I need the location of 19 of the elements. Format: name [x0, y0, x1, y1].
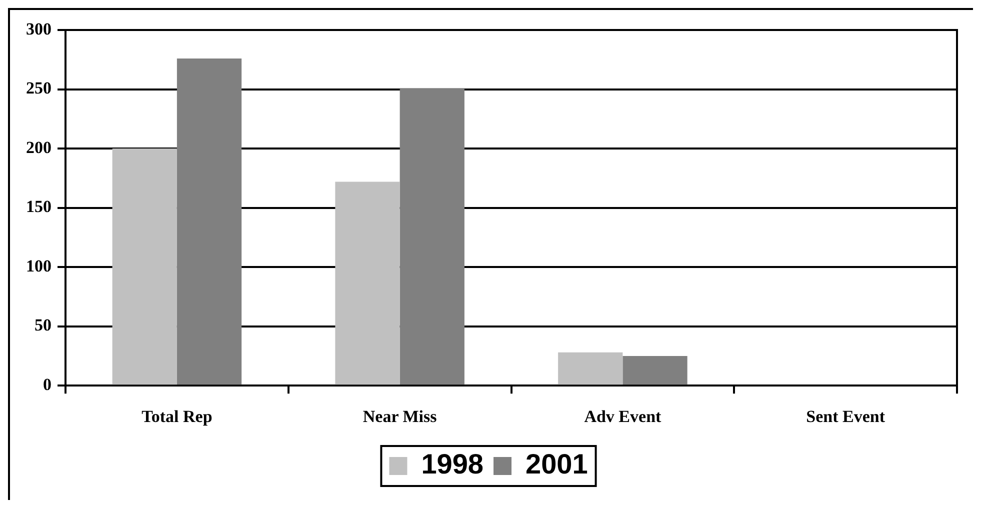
bar — [622, 356, 688, 385]
x-tick-label: Sent Event — [806, 407, 886, 426]
y-tick-label: 150 — [26, 197, 52, 216]
y-tick-label: 100 — [26, 256, 52, 276]
x-tick-label: Adv Event — [584, 407, 662, 426]
y-tick-label: 0 — [43, 374, 52, 394]
legend-label: 1998 — [421, 448, 484, 480]
legend-label: 2001 — [526, 448, 588, 480]
y-tick-label: 200 — [26, 138, 52, 157]
bar — [176, 58, 242, 385]
x-tick-label: Total Rep — [142, 407, 212, 426]
x-tick-label: Near Miss — [362, 407, 438, 426]
bar — [400, 88, 464, 385]
y-tick-label: 250 — [26, 78, 52, 98]
y-tick-label: 300 — [26, 19, 52, 38]
bar — [112, 148, 177, 385]
y-tick-label: 50 — [34, 316, 52, 335]
bar — [558, 352, 623, 385]
bar — [335, 182, 400, 385]
